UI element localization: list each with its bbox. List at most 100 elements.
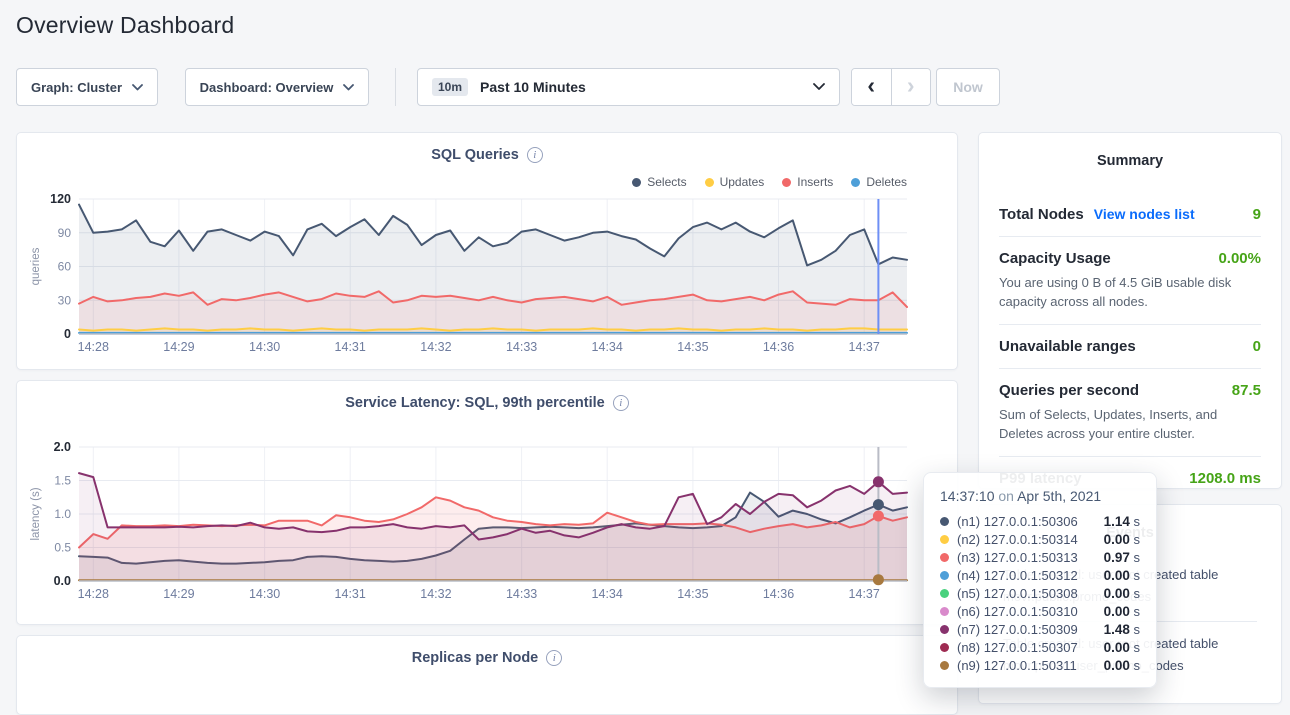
svg-text:0: 0	[64, 327, 71, 341]
svg-text:14:34: 14:34	[592, 340, 623, 354]
replicas-title: Replicas per Node	[412, 650, 539, 666]
svg-text:14:33: 14:33	[506, 587, 537, 601]
svg-text:14:37: 14:37	[849, 587, 880, 601]
tooltip-node-name: (n5) 127.0.0.1:50308	[957, 586, 1096, 601]
page-title: Overview Dashboard	[16, 12, 234, 39]
summary-value: 1208.0 ms	[1189, 470, 1261, 487]
summary-subtext: Sum of Selects, Updates, Inserts, and De…	[999, 405, 1261, 443]
summary-row: Unavailable ranges 0	[999, 324, 1261, 368]
tooltip-rows: (n1) 127.0.0.1:503061.14 s(n2) 127.0.0.1…	[940, 512, 1140, 674]
svg-text:14:35: 14:35	[677, 340, 708, 354]
tooltip-timestamp: 14:37:10 on Apr 5th, 2021	[940, 488, 1140, 504]
summary-label: Queries per second	[999, 382, 1139, 399]
tooltip-node-value: 0.00 s	[1104, 604, 1140, 619]
next-range-button: ›	[892, 69, 931, 105]
tooltip-node-row: (n5) 127.0.0.1:50308 0.00 s	[940, 584, 1140, 602]
svg-text:90: 90	[58, 226, 72, 240]
summary-value: 0	[1253, 338, 1261, 355]
svg-text:14:36: 14:36	[763, 587, 794, 601]
dashboard-dropdown[interactable]: Dashboard: Overview	[185, 68, 369, 106]
tooltip-node-row: (n3) 127.0.0.1:503130.97 s	[940, 548, 1140, 566]
prev-range-button[interactable]: ‹	[852, 69, 892, 105]
svg-text:14:35: 14:35	[677, 587, 708, 601]
svg-text:14:37: 14:37	[849, 340, 880, 354]
info-icon[interactable]: i	[546, 650, 562, 666]
summary-row: Total Nodes View nodes list 9	[999, 193, 1261, 236]
chevron-right-icon: ›	[907, 72, 915, 99]
chevron-left-icon: ‹	[867, 72, 875, 99]
dashboard-label: Dashboard: Overview	[200, 80, 334, 95]
summary-label: Capacity Usage	[999, 250, 1111, 267]
svg-text:14:29: 14:29	[163, 340, 194, 354]
summary-value: 9	[1253, 206, 1261, 223]
tooltip-node-row: (n7) 127.0.0.1:50309 1.48 s	[940, 620, 1140, 638]
toolbar-divider	[395, 68, 396, 106]
tooltip-node-value: 1.14 s	[1104, 514, 1140, 529]
tooltip-node-row: (n8) 127.0.0.1:50307 0.00 s	[940, 638, 1140, 656]
svg-text:14:31: 14:31	[335, 587, 366, 601]
time-range-label: Past 10 Minutes	[480, 79, 586, 95]
graph-scope-label: Graph: Cluster	[31, 80, 122, 95]
tooltip-node-row: (n1) 127.0.0.1:50306 1.14 s	[940, 512, 1140, 530]
svg-text:1.0: 1.0	[54, 507, 71, 521]
svg-text:14:33: 14:33	[506, 340, 537, 354]
tooltip-node-name: (n1) 127.0.0.1:50306	[957, 514, 1096, 529]
tooltip-node-name: (n9) 127.0.0.1:50311	[957, 658, 1096, 673]
summary-rows: Total Nodes View nodes list 9 Capacity Usag…	[979, 193, 1281, 500]
chevron-down-icon	[813, 83, 825, 91]
graph-scope-dropdown[interactable]: Graph: Cluster	[16, 68, 158, 106]
node-color-icon	[940, 643, 949, 652]
tooltip-node-value: 1.48 s	[1104, 622, 1140, 637]
replicas-header: Replicas per Node i	[17, 650, 957, 666]
replicas-per-node-panel: Replicas per Node i	[16, 635, 958, 715]
svg-text:60: 60	[58, 260, 72, 274]
summary-label: Unavailable ranges	[999, 338, 1136, 355]
svg-text:1.5: 1.5	[54, 474, 71, 488]
svg-text:14:28: 14:28	[78, 340, 109, 354]
svg-text:14:31: 14:31	[335, 340, 366, 354]
tooltip-node-name: (n8) 127.0.0.1:50307	[957, 640, 1096, 655]
summary-row: Queries per second 87.5 Sum of Selects, Up…	[999, 368, 1261, 456]
tooltip-node-row: (n6) 127.0.0.1:503100.00 s	[940, 602, 1140, 620]
summary-value: 87.5	[1232, 382, 1261, 399]
svg-text:14:34: 14:34	[592, 587, 623, 601]
node-color-icon	[940, 607, 949, 616]
node-color-icon	[940, 571, 949, 580]
summary-subtext: You are using 0 B of 4.5 GiB usable disk…	[999, 273, 1261, 311]
summary-title: Summary	[979, 133, 1281, 169]
node-color-icon	[940, 661, 949, 670]
summary-panel: Summary Total Nodes View nodes list 9 Capac…	[978, 132, 1282, 489]
view-nodes-link[interactable]: View nodes list	[1094, 206, 1195, 222]
time-range-badge: 10m	[432, 78, 468, 96]
service-latency-chart[interactable]: 0.00.51.01.52.014:2814:2914:3014:3114:32…	[17, 381, 959, 626]
tooltip-node-name: (n3) 127.0.0.1:50313	[957, 550, 1096, 565]
tooltip-conjunction: on	[998, 488, 1014, 504]
sql-queries-panel: SQL Queries i SelectsUpdatesInsertsDelet…	[16, 132, 958, 370]
summary-label: Total Nodes	[999, 206, 1084, 223]
tooltip-date: Apr 5th, 2021	[1017, 488, 1101, 504]
time-range-dropdown[interactable]: 10m Past 10 Minutes	[417, 68, 840, 106]
tooltip-node-value: 0.00 s	[1104, 658, 1140, 673]
tooltip-node-value: 0.00 s	[1104, 532, 1140, 547]
tooltip-node-name: (n2) 127.0.0.1:50314	[957, 532, 1096, 547]
chevron-down-icon	[132, 84, 143, 91]
tooltip-node-value: 0.00 s	[1104, 640, 1140, 655]
tooltip-time: 14:37:10	[940, 488, 995, 504]
node-color-icon	[940, 517, 949, 526]
svg-text:queries: queries	[30, 247, 42, 285]
svg-text:120: 120	[50, 192, 71, 206]
svg-text:14:30: 14:30	[249, 340, 280, 354]
tooltip-node-row: (n2) 127.0.0.1:50314 0.00 s	[940, 530, 1140, 548]
summary-value: 0.00%	[1218, 250, 1261, 267]
svg-text:0.5: 0.5	[54, 541, 71, 555]
svg-text:2.0: 2.0	[54, 440, 71, 454]
chart-hover-tooltip: 14:37:10 on Apr 5th, 2021 (n1) 127.0.0.1…	[923, 472, 1157, 688]
chevron-down-icon	[343, 84, 354, 91]
svg-text:14:32: 14:32	[420, 340, 451, 354]
overview-dashboard-page: Overview Dashboard Graph: Cluster Dashbo…	[0, 0, 1290, 689]
now-button: Now	[936, 68, 1000, 106]
tooltip-node-name: (n7) 127.0.0.1:50309	[957, 622, 1096, 637]
tooltip-node-value: 0.00 s	[1104, 586, 1140, 601]
service-latency-panel: Service Latency: SQL, 99th percentile i …	[16, 380, 958, 625]
sql-queries-chart[interactable]: 030609012014:2814:2914:3014:3114:3214:33…	[17, 133, 959, 371]
